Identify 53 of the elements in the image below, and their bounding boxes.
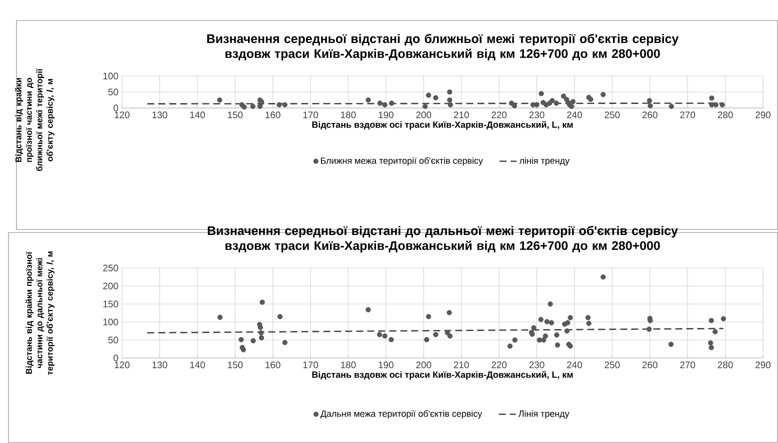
x-tick-label: 260 <box>642 112 658 118</box>
x-tick-label: 140 <box>190 362 205 368</box>
x-tick-label: 280 <box>718 362 733 368</box>
x-tick-label: 230 <box>529 362 544 368</box>
x-tick-label: 160 <box>266 112 280 118</box>
y-tick-label: 50 <box>108 336 118 344</box>
x-tick-label: 260 <box>642 362 658 368</box>
x-tick-label: 180 <box>341 112 356 118</box>
y-tick-label: 0 <box>114 354 118 362</box>
y-tick-label: 250 <box>103 264 118 272</box>
x-tick-label: 180 <box>341 362 356 368</box>
x-tick-label: 120 <box>114 362 130 368</box>
x-tick-label: 270 <box>680 362 696 368</box>
x-tick-label: 130 <box>152 362 168 368</box>
y-tick-label: 150 <box>103 300 118 308</box>
x-tick-label: 200 <box>416 112 432 118</box>
x-tick-label: 270 <box>680 112 696 118</box>
y-tick-label: 100 <box>103 72 118 80</box>
x-tick-label: 150 <box>228 362 243 368</box>
x-tick-label: 130 <box>152 112 168 118</box>
x-tick-label: 240 <box>567 362 582 368</box>
legend-label: Ближня межа території об'єктів сервісу <box>320 157 483 166</box>
x-tick-label: 170 <box>303 362 318 368</box>
x-tick-label: 140 <box>190 112 205 118</box>
y-tick-label: 0 <box>114 104 118 112</box>
x-tick-label: 160 <box>266 362 280 368</box>
legend-label: лінія тренду <box>519 157 570 166</box>
x-tick-label: 280 <box>718 112 733 118</box>
x-tick-label: 290 <box>756 112 771 118</box>
y-tick-label: 50 <box>108 88 118 96</box>
x-tick-label: 220 <box>492 112 507 118</box>
x-tick-label: 120 <box>114 112 130 118</box>
x-tick-label: 230 <box>529 112 544 118</box>
y-tick-label: 100 <box>103 318 118 326</box>
x-tick-label: 210 <box>454 362 469 368</box>
chart-title: Визначення середньої відстані до ближньої межі території об'єктів сервісу вздовж траси Київ-Харків-Довжанський від км 126+700 до км 280+000 <box>207 34 679 60</box>
x-tick-label: 290 <box>756 362 771 368</box>
x-axis-title: Відстань вздовж осі траси Київ-Харків-Довжанський, L, км <box>312 121 573 130</box>
y-tick-label: 200 <box>103 282 118 290</box>
x-tick-label: 190 <box>378 112 394 118</box>
x-tick-label: 250 <box>604 112 620 118</box>
x-tick-label: 210 <box>454 112 469 118</box>
chart-title: Визначення середньої відстані до дальньої межі території об'єктів сервісу вздовж траси Київ-Харків-Довжанський від км 126+700 до км 280+000 <box>208 226 678 252</box>
x-tick-label: 150 <box>228 112 243 118</box>
x-tick-label: 220 <box>492 362 507 368</box>
x-tick-label: 190 <box>378 362 394 368</box>
x-tick-label: 200 <box>416 362 432 368</box>
x-tick-label: 170 <box>303 112 318 118</box>
x-axis-title: Відстань вздовж осі траси Київ-Харків-Довжанський, L, км <box>312 371 573 380</box>
legend-label: Лінія тренду <box>518 410 570 419</box>
legend-label: Дальня межа території об'єктів сервісу <box>320 410 482 419</box>
x-tick-label: 240 <box>567 112 582 118</box>
x-tick-label: 250 <box>604 362 620 368</box>
